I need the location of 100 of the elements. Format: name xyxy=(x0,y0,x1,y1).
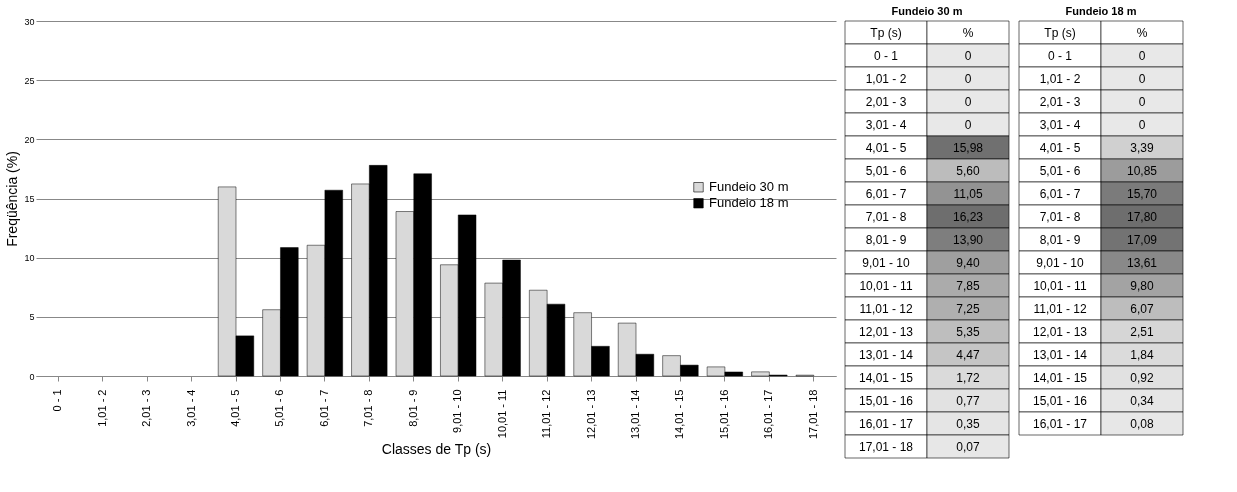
y-tick-label: 12,01 - 13 xyxy=(1032,324,1088,339)
y-tick-label: 10 xyxy=(24,253,35,264)
y-axis-title: Tp (s) xyxy=(1044,25,1076,40)
data-label: 11,05 xyxy=(953,186,983,201)
y-tick-label: 9,01 - 10 xyxy=(1036,255,1085,270)
y-tick-label: 6,01 - 7 xyxy=(865,186,907,201)
x-tick-label: 0 - 1 xyxy=(51,389,64,412)
x-tick-label: 12,01 - 13 xyxy=(584,389,597,440)
y-tick-label: 8,01 - 9 xyxy=(1039,232,1081,247)
y-tick-label: 10,01 - 11 xyxy=(1033,278,1087,293)
data-label: 13,90 xyxy=(952,232,984,247)
x-axis-title: Classes de Tp (s) xyxy=(381,441,492,458)
data-label: 7,85 xyxy=(956,278,980,293)
x-tick-label: 8,01 - 9 xyxy=(406,389,419,427)
y-tick-label: 11,01 - 12 xyxy=(859,301,913,316)
data-label: 3,39 xyxy=(1130,140,1154,155)
y-tick-label: 2,01 - 3 xyxy=(865,94,907,109)
y-tick-label: 5,01 - 6 xyxy=(865,163,907,178)
y-tick-label: 2,01 - 3 xyxy=(1039,94,1081,109)
y-tick-label: 5,01 - 6 xyxy=(1039,163,1081,178)
data-label: 0,77 xyxy=(956,393,980,408)
y-tick-label: 10,01 - 11 xyxy=(859,278,913,293)
data-label: 4,47 xyxy=(956,347,980,362)
y-tick-label: 1,01 - 2 xyxy=(1039,71,1081,86)
y-tick-label: 6,01 - 7 xyxy=(1039,186,1081,201)
x-tick-label: 17,01 - 18 xyxy=(806,389,819,440)
y-tick-label: 3,01 - 4 xyxy=(865,117,907,132)
y-tick-label: 7,01 - 8 xyxy=(865,209,907,224)
y-tick-label: 20 xyxy=(24,134,35,145)
data-label: 2,51 xyxy=(1130,324,1154,339)
data-label: 0 xyxy=(1138,71,1146,86)
data-label: 0 xyxy=(964,48,972,63)
data-label: 15,70 xyxy=(1126,186,1158,201)
y-tick-label: 17,01 - 18 xyxy=(858,439,914,454)
data-label: 15,98 xyxy=(952,140,984,155)
data-label: 0,08 xyxy=(1130,416,1154,431)
y-axis-title: Tp (s) xyxy=(870,25,902,40)
x-tick-label: % xyxy=(1136,25,1148,40)
x-tick-label: 4,01 - 5 xyxy=(229,389,241,427)
data-label: 0 xyxy=(1138,48,1146,63)
data-label: 0,07 xyxy=(956,439,980,454)
x-tick-label: 6,01 - 7 xyxy=(317,389,330,427)
x-tick-label: 2,01 - 3 xyxy=(140,389,153,427)
data-label: 5,35 xyxy=(956,324,980,339)
x-tick-label: 14,01 - 15 xyxy=(673,389,686,440)
data-label: 7,25 xyxy=(956,301,980,316)
legend-label: Fundeio 30 m xyxy=(709,179,789,195)
y-tick-label: 30 xyxy=(24,16,35,27)
data-label: 9,40 xyxy=(956,255,980,270)
y-tick-label: 0 - 1 xyxy=(1047,48,1073,63)
y-tick-label: 9,01 - 10 xyxy=(862,255,911,270)
y-tick-label: 4,01 - 5 xyxy=(865,140,907,155)
chart-title: Fundeio 18 m xyxy=(1065,4,1137,17)
data-label: 6,07 xyxy=(1130,301,1154,316)
data-label: 1,72 xyxy=(956,370,980,385)
x-tick-label: 11,01 - 12 xyxy=(540,389,553,439)
chart-title: Fundeio 30 m xyxy=(891,4,963,17)
x-tick-label: 3,01 - 4 xyxy=(184,389,197,427)
data-label: 9,80 xyxy=(1130,278,1154,293)
data-label: 0,92 xyxy=(1130,370,1154,385)
legend-label: Fundeio 18 m xyxy=(709,195,789,211)
y-tick-label: 13,01 - 14 xyxy=(858,347,914,362)
x-tick-label: 5,01 - 6 xyxy=(273,389,286,427)
y-tick-label: 7,01 - 8 xyxy=(1039,209,1081,224)
data-label: 0 xyxy=(1138,94,1146,109)
y-tick-label: 5 xyxy=(29,312,35,323)
y-tick-label: 1,01 - 2 xyxy=(865,71,907,86)
y-tick-label: 0 - 1 xyxy=(873,48,899,63)
x-tick-label: 1,01 - 2 xyxy=(95,389,108,427)
y-tick-label: 14,01 - 15 xyxy=(858,370,914,385)
y-tick-label: 8,01 - 9 xyxy=(865,232,907,247)
x-tick-label: 10,01 - 11 xyxy=(495,389,508,439)
data-label: 0 xyxy=(964,71,972,86)
y-tick-label: 25 xyxy=(24,75,35,86)
y-tick-label: 12,01 - 13 xyxy=(858,324,914,339)
data-label: 0 xyxy=(964,117,972,132)
data-label: 5,60 xyxy=(956,163,980,178)
data-label: 16,23 xyxy=(952,209,984,224)
y-tick-label: 3,01 - 4 xyxy=(1039,117,1081,132)
data-label: 17,80 xyxy=(1126,209,1158,224)
data-label: 0 xyxy=(964,94,972,109)
data-label: 0,34 xyxy=(1130,393,1154,408)
x-tick-label: % xyxy=(962,25,974,40)
y-axis-title: Freqüência (%) xyxy=(4,151,21,247)
x-tick-label: 9,01 - 10 xyxy=(451,389,464,433)
data-label: 13,61 xyxy=(1126,255,1158,270)
data-label: 10,85 xyxy=(1126,163,1158,178)
data-label: 1,84 xyxy=(1130,347,1154,362)
data-label: 17,09 xyxy=(1126,232,1158,247)
y-tick-label: 4,01 - 5 xyxy=(1039,140,1081,155)
data-label: 0,35 xyxy=(956,416,980,431)
y-tick-label: 0 xyxy=(29,371,35,382)
y-tick-label: 11,01 - 12 xyxy=(1033,301,1087,316)
y-tick-label: 15 xyxy=(24,194,35,204)
x-tick-label: 13,01 - 14 xyxy=(629,389,641,440)
x-tick-label: 7,01 - 8 xyxy=(362,389,375,427)
x-tick-label: 16,01 - 17 xyxy=(762,389,775,440)
data-label: 0 xyxy=(1138,117,1146,132)
y-tick-label: 14,01 - 15 xyxy=(1032,370,1088,385)
x-tick-label: 15,01 - 16 xyxy=(717,389,730,440)
